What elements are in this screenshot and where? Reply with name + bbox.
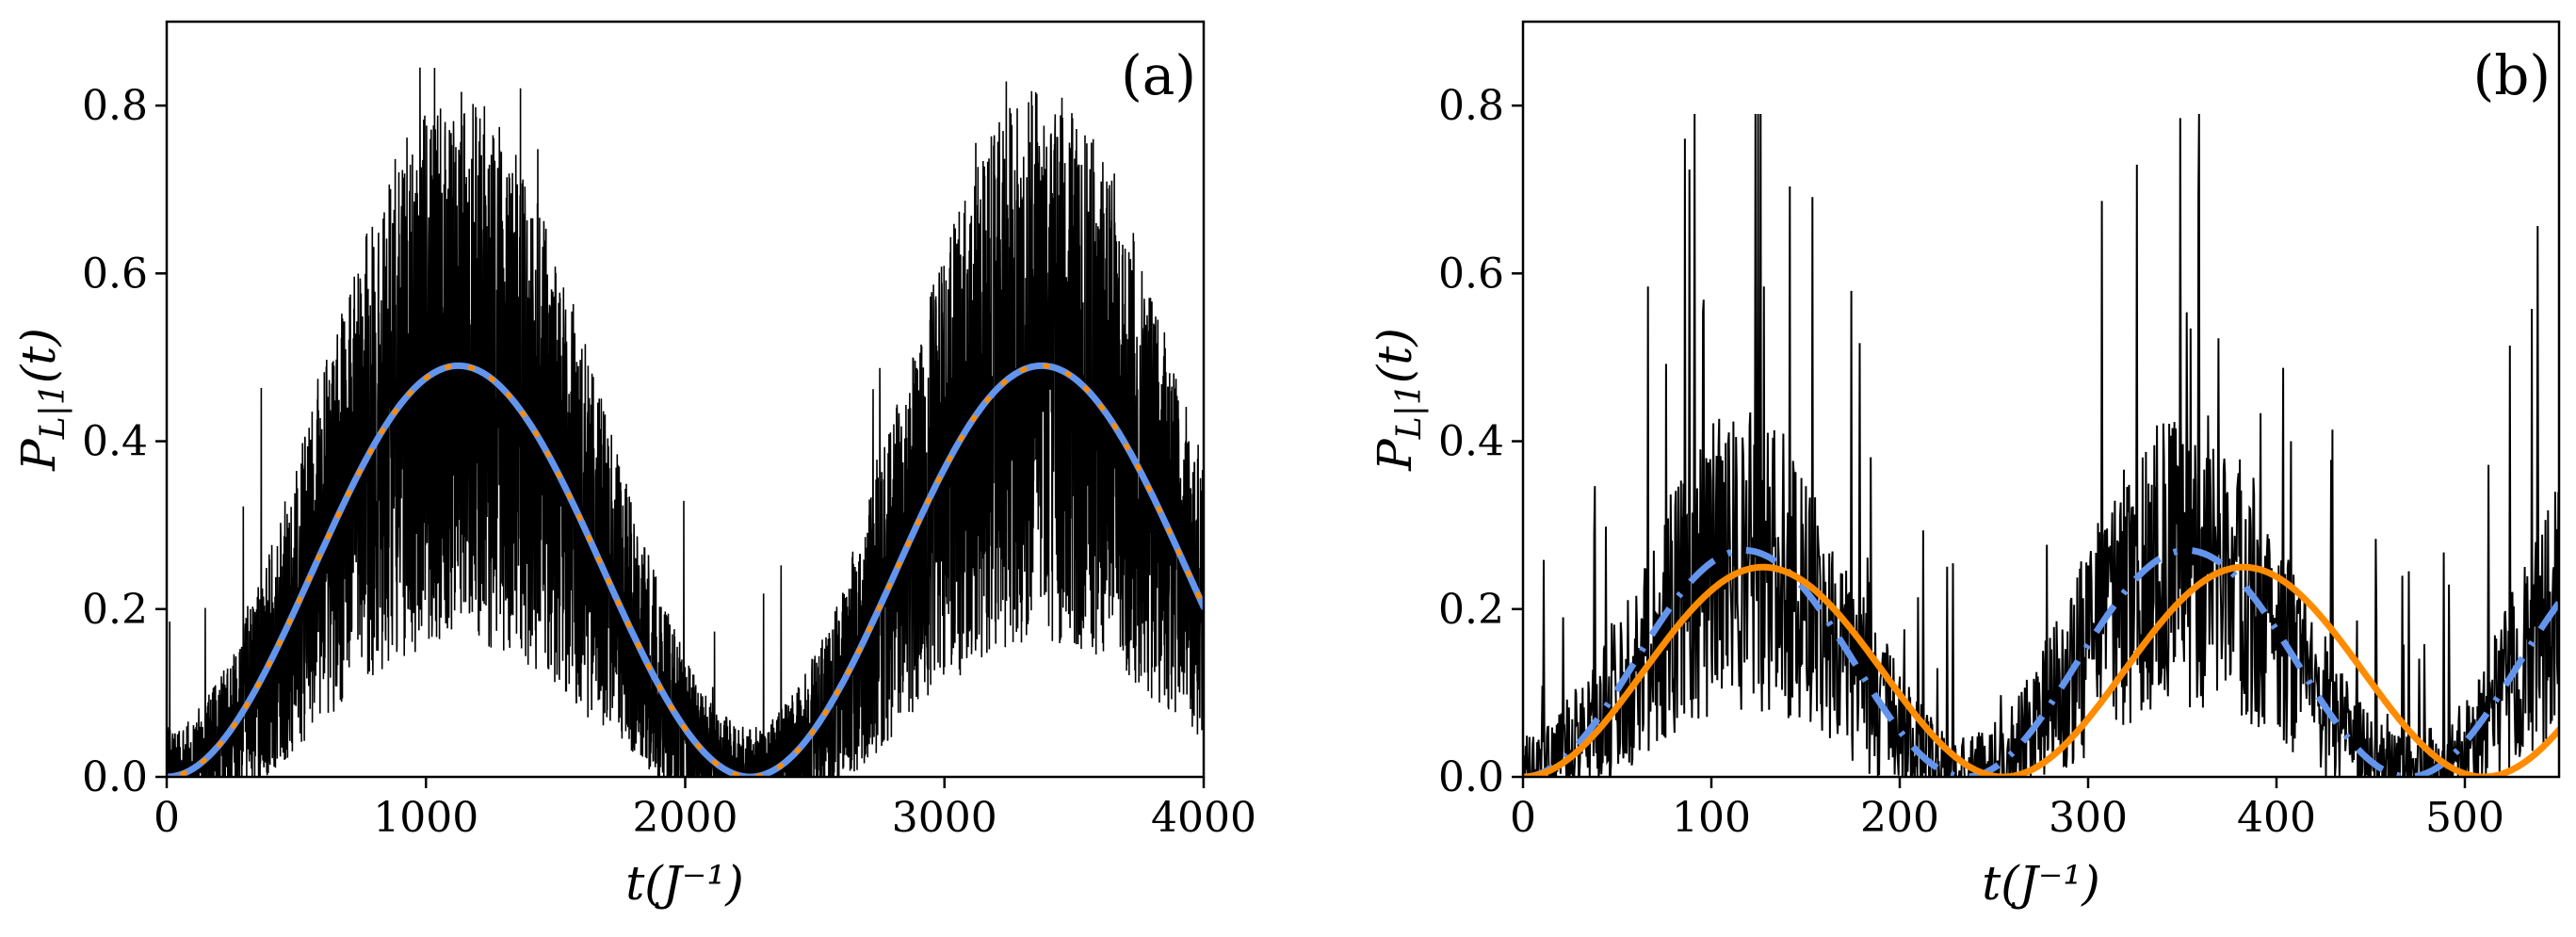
- x-tick-label: 500: [2425, 794, 2504, 842]
- y-tick-label: 0.6: [82, 250, 148, 298]
- x-tick-label: 400: [2237, 794, 2316, 842]
- series-fit-blue: [1523, 546, 2559, 777]
- x-tick-label: 300: [2049, 794, 2128, 842]
- panel-a-y-axis-label: PL|1(t): [11, 328, 73, 472]
- series-fit-orange: [167, 363, 1204, 777]
- panel-a-y-axis-label-sub: L|1: [34, 383, 73, 440]
- x-tick-label: 3000: [892, 794, 997, 842]
- panel-a-ticks: 0 1000 2000 3000 4000 0.0 0.2 0.4 0.6 0.8: [82, 82, 1256, 842]
- y-tick-label: 0.6: [1438, 250, 1504, 298]
- panel-b-axes-frame: [1521, 20, 2561, 779]
- panel-a-y-axis-label-tail: (t): [11, 328, 66, 383]
- x-tick-label: 0: [154, 794, 180, 842]
- y-tick-label: 0.8: [1438, 82, 1504, 130]
- panel-b-x-axis-label: t(J⁻¹): [1982, 856, 2100, 911]
- x-tick-label: 2000: [633, 794, 738, 842]
- y-tick-label: 0.0: [1438, 753, 1504, 801]
- panel-b-y-axis-label: PL|1(t): [1368, 328, 1429, 472]
- panel-b: 0 100 200 300 400 500 0.0 0.2 0.4 0.6 0.8 (b) t(J⁻…: [1368, 20, 2561, 911]
- panel-b-y-axis-label-sub: L|1: [1390, 383, 1429, 440]
- series-numerical: [167, 67, 1204, 777]
- x-tick-label: 0: [1510, 794, 1536, 842]
- panel-a-x-axis-label: t(J⁻¹): [625, 856, 744, 911]
- panel-b-y-axis-label-tail: (t): [1368, 328, 1422, 383]
- y-tick-label: 0.4: [1438, 418, 1504, 466]
- panel-a-series-group: [167, 67, 1204, 777]
- panel-a-label: (a): [1121, 43, 1196, 107]
- y-tick-label: 0.0: [82, 753, 148, 801]
- panel-a: 0 1000 2000 3000 4000 0.0 0.2 0.4 0.6 0.8 (a) t(J…: [11, 20, 1256, 911]
- series-fit-orange: [1523, 563, 2559, 777]
- x-tick-label: 200: [1860, 794, 1939, 842]
- series-numerical: [1523, 113, 2559, 777]
- panel-b-y-axis-label-main: P: [1368, 438, 1422, 472]
- panel-b-ticks: 0 100 200 300 400 500 0.0 0.2 0.4 0.6 0.8: [1438, 82, 2504, 842]
- panel-b-series-group: [1523, 113, 2559, 777]
- panel-b-label: (b): [2473, 43, 2551, 107]
- y-tick-label: 0.8: [82, 82, 148, 130]
- y-tick-label: 0.4: [82, 418, 148, 466]
- y-tick-label: 0.2: [82, 586, 148, 634]
- x-tick-label: 1000: [373, 794, 478, 842]
- x-tick-label: 4000: [1151, 794, 1256, 842]
- x-tick-label: 100: [1672, 794, 1751, 842]
- y-tick-label: 0.2: [1438, 586, 1504, 634]
- panel-a-y-axis-label-main: P: [11, 438, 66, 472]
